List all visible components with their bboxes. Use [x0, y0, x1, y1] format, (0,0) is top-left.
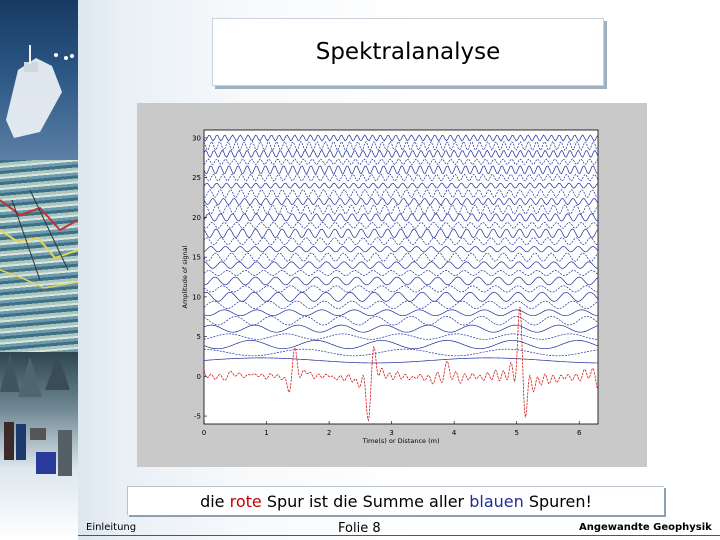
blue-trace	[203, 246, 599, 253]
y-tick-label: 15	[192, 254, 201, 262]
blue-trace	[203, 158, 599, 166]
y-tick-label: 20	[192, 214, 201, 222]
blue-trace	[203, 173, 599, 182]
blue-trace	[203, 270, 599, 276]
y-axis-label: Amplitude of signal	[181, 245, 189, 308]
caption-red-word: rote	[229, 491, 262, 511]
footer-course-name: Angewandte Geophysik	[579, 522, 712, 533]
blue-trace	[203, 300, 599, 309]
blue-trace	[203, 228, 599, 239]
blue-trace	[203, 276, 599, 286]
y-tick-label: 25	[192, 174, 201, 182]
trace-group	[203, 134, 599, 422]
blue-trace	[203, 134, 599, 142]
blue-trace	[203, 348, 599, 357]
blue-trace	[203, 237, 599, 246]
x-tick-label: 6	[577, 429, 582, 437]
ship-icon	[6, 45, 74, 138]
side-photo-strip	[0, 0, 78, 540]
blue-trace	[203, 291, 599, 302]
blue-trace	[203, 261, 599, 269]
red-sum-trace	[203, 306, 599, 422]
blue-trace	[203, 165, 599, 175]
x-ticks: 0 1 2 3 4 5 6	[202, 421, 582, 437]
blue-trace	[203, 204, 599, 215]
x-axis-label: Time(s) or Distance (m)	[361, 437, 439, 445]
blue-trace	[203, 340, 599, 350]
blue-trace	[203, 140, 599, 151]
blue-trace	[203, 285, 599, 293]
seismic-lines-icon	[0, 189, 78, 289]
blue-trace	[203, 309, 599, 317]
y-tick-label: 30	[192, 134, 201, 142]
x-tick-label: 1	[264, 429, 268, 437]
caption-blue-word: blauen	[469, 491, 524, 511]
blue-trace	[203, 252, 599, 262]
blue-trace	[203, 149, 599, 158]
blue-trace	[203, 316, 599, 326]
y-tick-label: 0	[197, 373, 201, 381]
x-tick-label: 5	[514, 429, 518, 437]
y-tick-label: 10	[192, 293, 201, 301]
x-tick-label: 2	[327, 429, 331, 437]
y-ticks: -5 0 5 10 15 20 25 30	[192, 134, 207, 421]
blue-trace	[203, 189, 599, 199]
blue-trace	[203, 182, 599, 189]
y-tick-label: -5	[194, 413, 201, 421]
caption-text-3: Spuren!	[523, 491, 592, 511]
x-tick-label: 4	[452, 429, 457, 437]
slide-title-box: Spektralanalyse	[212, 18, 604, 86]
footer-slide-number: Folie 8	[338, 521, 381, 536]
blue-trace	[203, 222, 599, 229]
caption-box: die rote Spur ist die Summe aller blauen…	[127, 486, 664, 515]
blue-trace	[203, 357, 599, 364]
seismic-section-image	[0, 160, 78, 352]
footer-divider	[78, 535, 720, 536]
y-tick-label: 5	[197, 333, 201, 341]
people-icon	[0, 352, 72, 476]
blue-trace	[203, 197, 599, 206]
plot-area	[203, 129, 599, 425]
field-team-winter-photo	[0, 352, 78, 540]
caption-text-2: Spur ist die Summe aller	[261, 491, 470, 511]
x-tick-label: 3	[389, 429, 393, 437]
footer-section-label: Einleitung	[86, 522, 137, 533]
caption-text-1: die	[200, 491, 230, 511]
ship-photo	[0, 0, 78, 160]
blue-trace	[203, 324, 599, 333]
blue-trace	[203, 213, 599, 222]
slide-title: Spektralanalyse	[315, 39, 501, 65]
x-tick-label: 0	[202, 429, 206, 437]
